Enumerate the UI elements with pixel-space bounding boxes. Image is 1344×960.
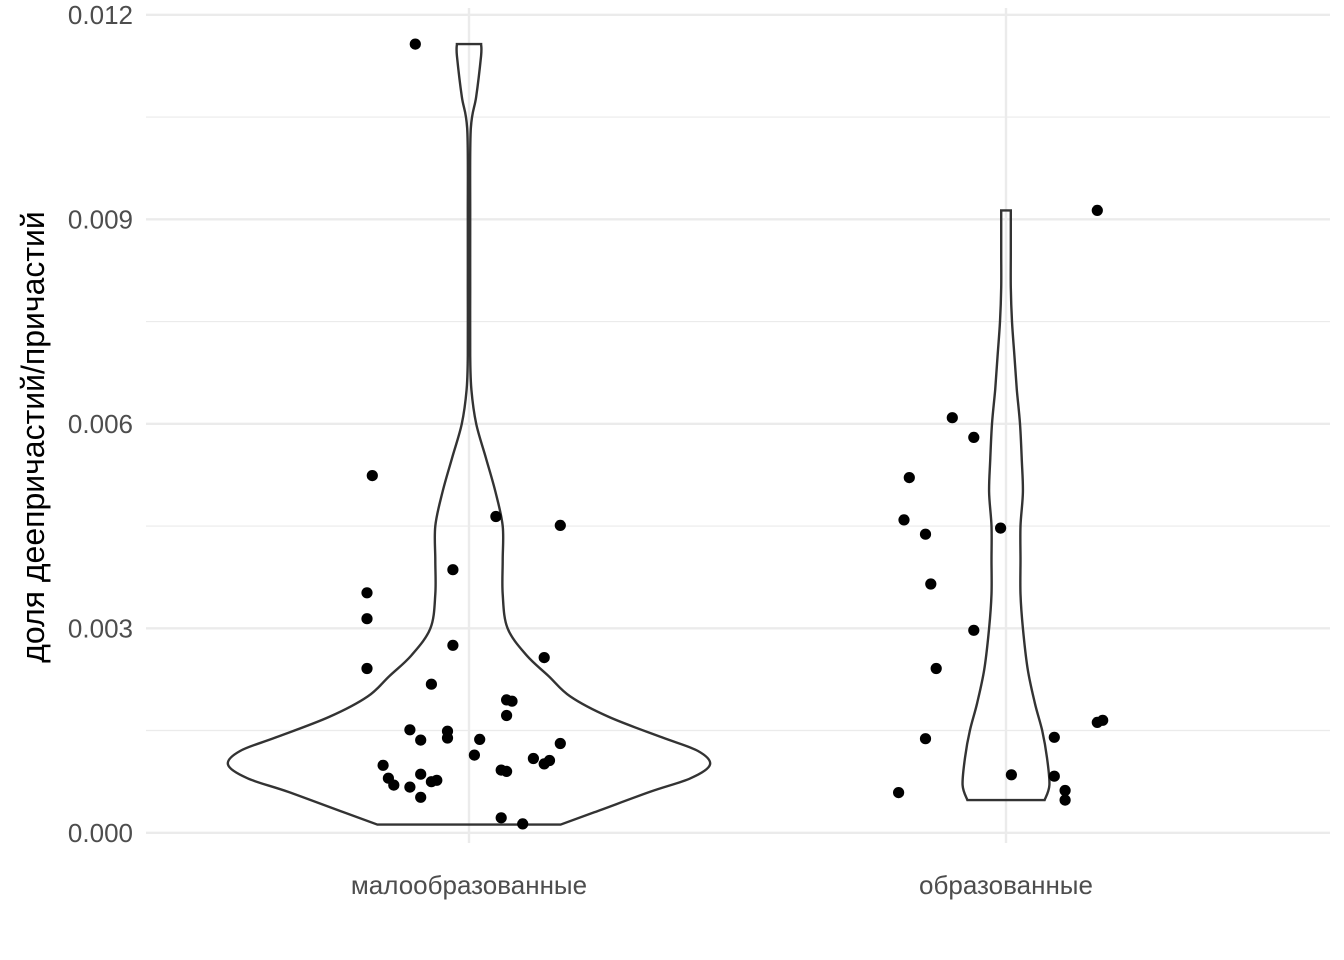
data-point — [946, 412, 958, 424]
data-point — [361, 587, 373, 599]
y-tick-label: 0.009 — [68, 204, 133, 234]
data-point — [1091, 204, 1103, 216]
data-point — [404, 724, 416, 736]
x-tick-label: малообразованные — [351, 870, 587, 900]
data-point — [919, 733, 932, 745]
data-point — [527, 752, 540, 765]
data-point — [415, 734, 427, 746]
data-point — [474, 733, 486, 746]
data-point — [388, 779, 400, 791]
y-tick-label: 0.012 — [68, 0, 133, 30]
data-point — [1059, 794, 1071, 806]
data-point — [377, 759, 389, 771]
data-point — [415, 791, 427, 803]
data-point — [415, 768, 427, 780]
data-point — [995, 522, 1007, 534]
y-tick-label: 0.006 — [68, 409, 133, 439]
data-points — [361, 38, 1109, 830]
data-point — [366, 470, 378, 482]
y-axis-ticks: 0.000 0.003 0.006 0.009 0.012 — [68, 0, 133, 848]
data-point — [1048, 770, 1060, 782]
data-point — [447, 639, 459, 651]
data-point — [506, 695, 518, 707]
data-point — [441, 732, 454, 744]
data-point — [893, 787, 905, 799]
data-point — [554, 519, 566, 532]
data-point — [903, 472, 915, 484]
data-point — [554, 737, 566, 750]
violins — [226, 42, 1051, 826]
data-point — [968, 624, 980, 636]
data-point — [501, 709, 513, 722]
x-tick-label: образованные — [919, 870, 1093, 900]
y-axis-title: доля деепричастий/причастий — [15, 211, 51, 663]
data-point — [425, 776, 437, 788]
violin-low-education — [226, 42, 712, 826]
data-point — [361, 613, 373, 625]
data-point — [1048, 731, 1060, 743]
data-point — [404, 781, 416, 793]
data-point — [930, 662, 942, 675]
data-point — [361, 662, 373, 675]
data-point — [968, 431, 980, 443]
data-point — [898, 514, 910, 526]
data-point — [517, 818, 529, 830]
data-point — [495, 812, 507, 824]
data-point — [468, 749, 480, 761]
data-point — [447, 564, 459, 576]
data-point — [409, 38, 421, 50]
x-axis-ticks: малообразованные образованные — [351, 870, 1093, 900]
data-point — [925, 578, 937, 590]
data-point — [919, 528, 932, 540]
data-point — [1005, 769, 1018, 781]
violin-educated — [961, 209, 1051, 802]
grid — [146, 8, 1330, 843]
data-point — [1097, 714, 1109, 726]
data-point — [490, 510, 502, 523]
data-point — [538, 758, 550, 770]
data-point — [538, 652, 550, 664]
y-tick-label: 0.003 — [68, 613, 133, 643]
data-point — [1059, 784, 1071, 797]
y-tick-label: 0.000 — [68, 818, 133, 848]
data-point — [425, 678, 437, 690]
data-point — [501, 765, 513, 778]
